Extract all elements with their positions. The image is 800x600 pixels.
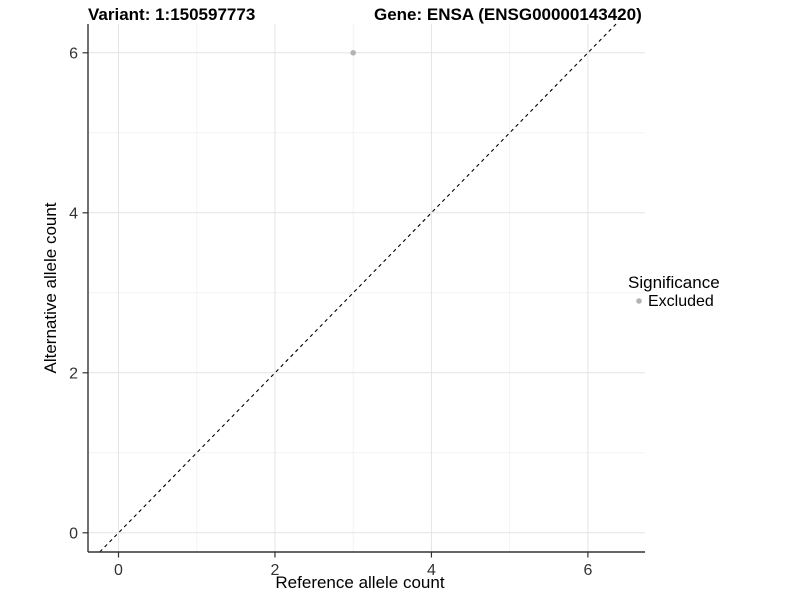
data-point (350, 50, 357, 56)
x-tick-label: 6 (583, 562, 592, 579)
legend-key-excluded-icon (636, 298, 642, 304)
y-axis-title: Alternative allele count (41, 202, 60, 373)
legend-title: Significance (628, 273, 720, 292)
variant-title: Variant: 1:150597773 (88, 5, 255, 24)
x-tick-label: 2 (271, 562, 280, 579)
y-tick-label: 2 (69, 365, 78, 382)
legend: Significance Excluded (628, 273, 720, 310)
y-tick-label: 6 (69, 45, 78, 62)
identity-line (99, 23, 617, 553)
gene-title: Gene: ENSA (ENSG00000143420) (374, 5, 642, 24)
x-tick-label: 0 (114, 562, 123, 579)
x-axis-title: Reference allele count (275, 573, 444, 592)
plot-panel: 0 2 4 6 0 2 4 6 (69, 23, 645, 579)
y-tick-label: 0 (69, 525, 78, 542)
x-tick-label: 4 (427, 562, 436, 579)
legend-label-excluded: Excluded (648, 293, 714, 310)
y-tick-label: 4 (69, 205, 78, 222)
